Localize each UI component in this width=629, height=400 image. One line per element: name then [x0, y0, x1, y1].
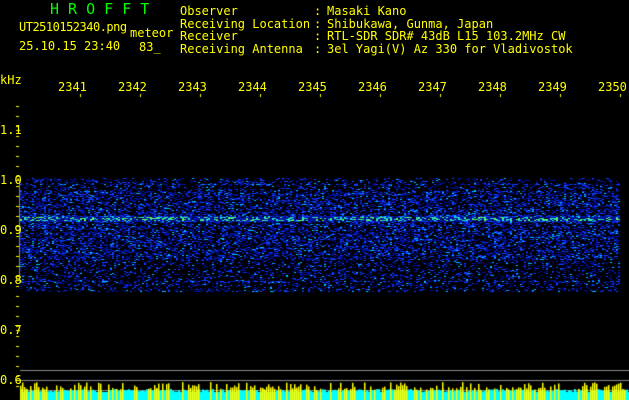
datetime: 25.10.15 23:40	[19, 39, 121, 53]
x-tick-label: 2342	[118, 80, 147, 94]
mode-label: meteor	[130, 26, 174, 40]
x-tick-label: 2345	[298, 80, 327, 94]
y-tick-label: 1.1	[0, 123, 22, 137]
info-label: Receiver	[180, 29, 238, 43]
filename: UT2510152340.png	[19, 20, 127, 34]
count: 83_	[139, 40, 161, 54]
x-tick-label: 2349	[538, 80, 567, 94]
x-tick-label: 2348	[478, 80, 507, 94]
x-tick-label: 2346	[358, 80, 387, 94]
unit-label: kHz	[0, 73, 22, 87]
x-tick-label: 2350	[598, 80, 627, 94]
info-separator: :	[314, 16, 322, 31]
info-label: Observer	[180, 4, 238, 18]
y-tick-label: 0.9	[0, 223, 22, 237]
y-tick-label: 0.8	[0, 273, 22, 287]
y-tick-label: 1.0	[0, 173, 22, 187]
info-label: Receiving Antenna	[180, 41, 303, 56]
x-tick-label: 2341	[58, 80, 87, 94]
info-separator: :	[314, 41, 322, 56]
info-value: Masaki Kano	[327, 4, 407, 18]
y-tick-label: 0.6	[0, 373, 22, 387]
info-value: 3el Yagi(V) Az 330 for Vladivostok	[327, 41, 573, 56]
info-value: Shibukawa, Gunma, Japan	[327, 16, 494, 31]
x-tick-label: 2347	[418, 80, 447, 94]
info-value: RTL-SDR SDR# 43dB L15 103.2MHz CW	[327, 29, 566, 43]
x-tick-label: 2343	[178, 80, 207, 94]
info-label: Receiving Location	[180, 16, 311, 31]
x-tick-label: 2344	[238, 80, 267, 94]
y-tick-label: 0.7	[0, 323, 22, 337]
app-title: H R O F F T	[50, 0, 150, 18]
info-separator: :	[314, 4, 322, 18]
info-separator: :	[314, 29, 322, 43]
